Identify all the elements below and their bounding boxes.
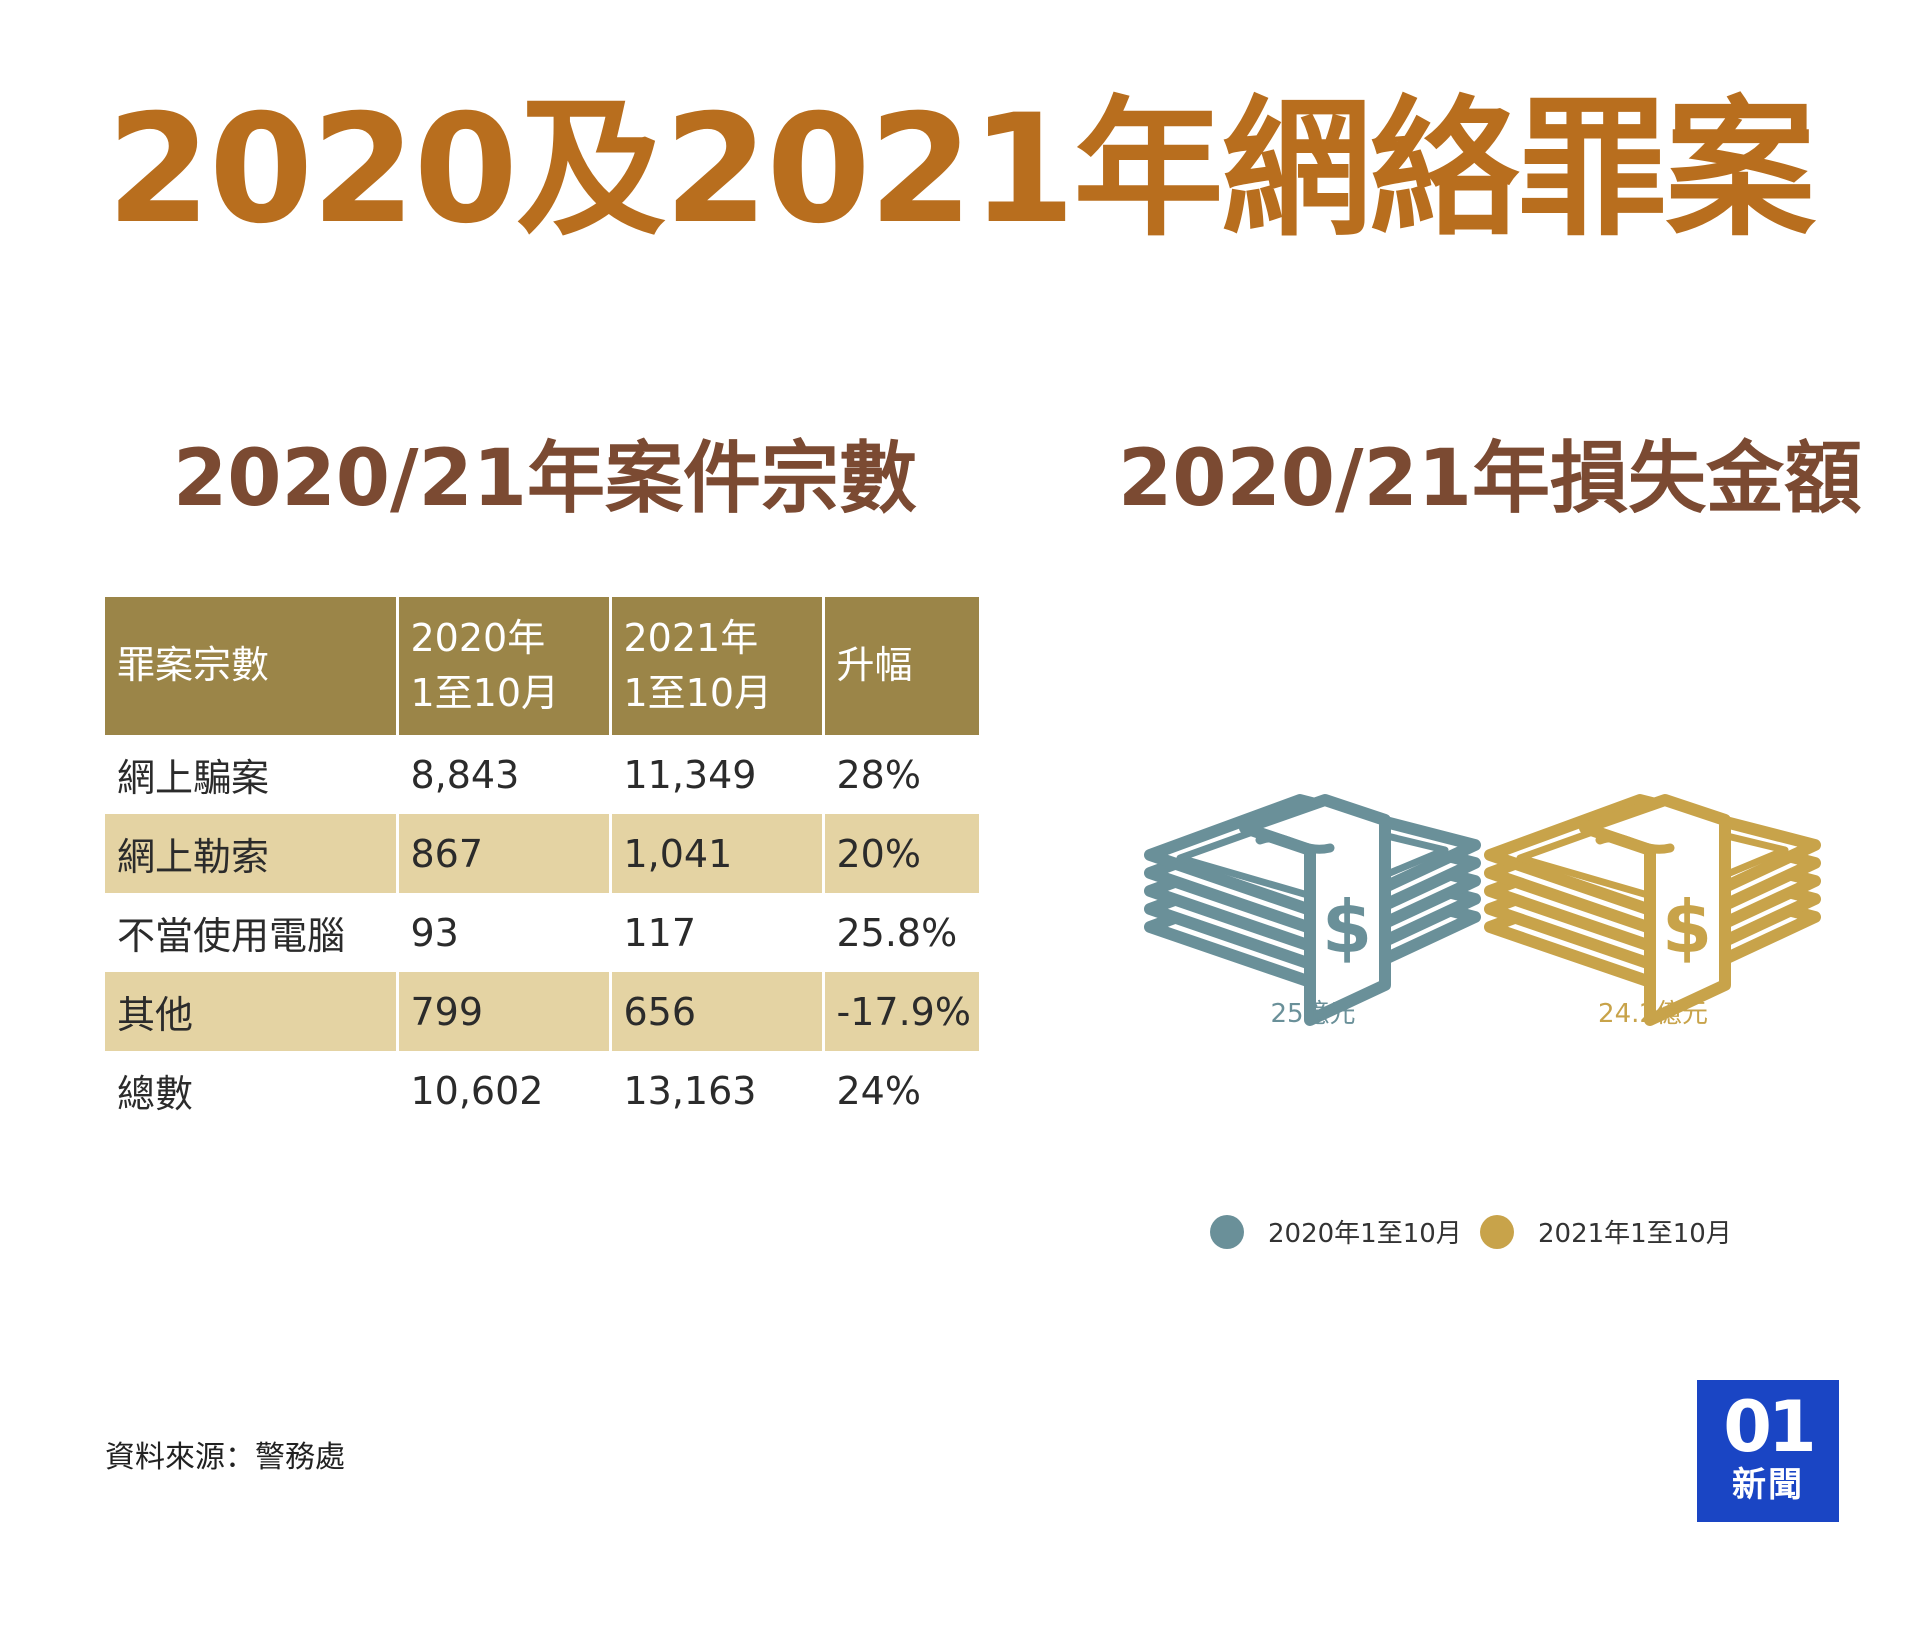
cases-section-title: 2020/21年案件宗數 [172,434,918,524]
legend-label-2020: 2020年1至10月 [1268,1219,1462,1249]
legend-item-2020: 2020年1至10月 [1210,1213,1462,1250]
table-row: 網上騙案 8,843 11,349 28% [105,735,979,814]
row-change: 24% [821,1051,979,1130]
loss-value-label-2021: 24.2億元 [1598,999,1708,1029]
logo-number: 01 [1723,1386,1816,1468]
cases-table: 罪案宗數 2020年 1至10月 2021年 1至10月 升幅 網上騙案 8,843… [105,597,979,1130]
page-title: 2020及2021年網絡罪案 [106,83,1816,257]
legend-label-2021: 2021年1至10月 [1538,1219,1732,1249]
row-2020-value: 799 [395,972,610,1051]
row-category: 不當使用電腦 [117,914,346,958]
table-row: 不當使用電腦 93 117 25.8% [105,893,979,972]
legend-dot-2020 [1210,1214,1244,1249]
row-change: -17.9% [821,972,979,1051]
logo-name: 新聞 [1732,1465,1804,1505]
losses-section-title: 2020/21年損失金額 [1117,434,1863,524]
row-2020-value: 10,602 [395,1051,610,1130]
row-2021-value: 13,163 [608,1051,823,1130]
bill-ornament [1595,833,1675,854]
row-change: 20% [821,814,979,893]
losses-chart: $ $ 25億元 24.2億元 [1144,794,1821,1029]
row-category: 其他 [105,972,397,1051]
dollar-sign-icon: $ [1322,885,1372,969]
row-category: 網上勒索 [105,814,397,893]
source-note: 資料來源：警務處 [105,1440,345,1475]
money-stack-icon: $ [1484,794,1821,1026]
dollar-sign-icon: $ [1662,885,1712,969]
row-2021-value: 11,349 [608,735,823,814]
header-2021: 2021年 1至10月 [608,597,823,735]
row-2020-value: 93 [395,893,610,972]
row-change: 28% [821,735,979,814]
header-change: 升幅 [821,597,979,735]
table-row: 總數 10,602 13,163 24% [105,1051,979,1130]
money-stack-icon: $ [1144,794,1481,1026]
row-change: 25.8% [821,893,979,972]
row-2020-value: 867 [395,814,610,893]
row-category: 總數 [117,1072,194,1116]
row-2020-value: 8,843 [395,735,610,814]
row-2021-value: 1,041 [608,814,823,893]
loss-value-label-2020: 25億元 [1270,999,1355,1029]
bill-ornament [1255,833,1335,854]
header-2020: 2020年 1至10月 [395,597,610,735]
legend-item-2021: 2021年1至10月 [1480,1213,1732,1250]
row-2021-value: 117 [608,893,823,972]
row-2021-value: 656 [608,972,823,1051]
header-category: 罪案宗數 [105,597,397,735]
hk01-logo: 01 新聞 [1697,1380,1839,1522]
row-category: 網上騙案 [117,756,270,800]
table-row: 其他 799 656 -17.9% [105,972,979,1051]
table-row: 網上勒索 867 1,041 20% [105,814,979,893]
legend-dot-2021 [1480,1214,1514,1249]
table-header-row: 罪案宗數 2020年 1至10月 2021年 1至10月 升幅 [105,597,979,735]
legend: 2020年1至10月 2021年1至10月 [0,1213,1920,1253]
